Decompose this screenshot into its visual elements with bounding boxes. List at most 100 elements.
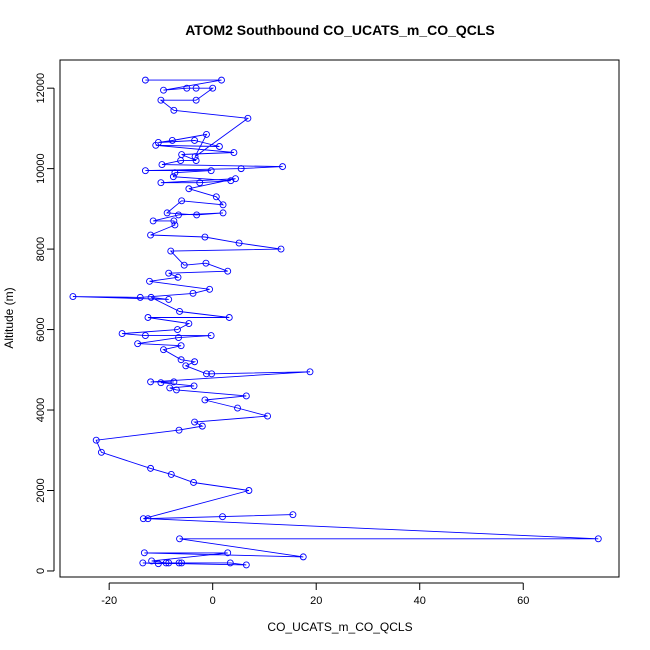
data-point <box>118 330 126 338</box>
data-point <box>162 559 170 567</box>
data-point <box>174 326 181 334</box>
series-line <box>72 79 599 566</box>
data-point <box>171 221 179 229</box>
data-point <box>201 396 209 404</box>
data-point <box>245 487 253 494</box>
data-point <box>230 149 238 156</box>
data-point <box>219 513 226 521</box>
data-point <box>141 167 149 175</box>
data-point <box>203 370 210 378</box>
data-point <box>170 106 178 114</box>
data-point <box>157 96 165 104</box>
data-point <box>147 293 155 301</box>
data-point <box>163 209 171 217</box>
y-tick-label: 8000 <box>35 237 47 261</box>
data-point <box>139 559 147 567</box>
data-point <box>202 259 210 267</box>
data-point <box>191 137 199 144</box>
data-point <box>224 549 232 557</box>
data-point <box>134 340 142 348</box>
data-point <box>167 470 175 478</box>
x-tick-label: 60 <box>517 595 529 607</box>
data-point <box>192 157 200 165</box>
x-tick-label: 0 <box>210 595 216 607</box>
data-point <box>207 167 215 175</box>
data-point <box>594 535 602 543</box>
axes: -20 0 20 40 60 0 2000 4000 6000 8000 10000 12000 <box>35 73 529 607</box>
chart-title: ATOM2 Southbound CO_UCATS_m_CO_QCLS <box>185 22 495 38</box>
y-tick-label: 0 <box>35 568 47 574</box>
data-point <box>198 422 206 430</box>
data-series <box>69 76 602 569</box>
data-point <box>180 261 188 269</box>
data-point <box>244 114 252 122</box>
data-point <box>215 143 223 150</box>
data-point <box>141 76 149 84</box>
y-tick-label: 10000 <box>35 153 47 184</box>
data-point <box>212 193 220 201</box>
y-tick-label: 6000 <box>35 317 47 341</box>
data-point <box>160 86 167 94</box>
data-point <box>190 382 198 390</box>
data-point <box>173 386 180 394</box>
data-point <box>178 559 186 567</box>
data-point <box>289 511 297 519</box>
data-point <box>226 559 234 567</box>
data-point <box>193 211 201 219</box>
data-point <box>192 96 200 104</box>
y-tick-label: 4000 <box>35 398 47 422</box>
data-point <box>299 553 307 561</box>
data-point <box>160 346 167 354</box>
data-point <box>147 378 155 386</box>
data-point <box>140 549 148 557</box>
data-point <box>206 285 214 293</box>
data-point <box>165 269 173 277</box>
x-tick-label: 20 <box>310 595 322 607</box>
data-point <box>158 161 166 169</box>
data-point <box>177 342 185 350</box>
data-point <box>147 464 155 472</box>
data-point <box>218 76 225 84</box>
data-point <box>191 153 199 161</box>
data-point <box>219 201 227 209</box>
data-point <box>170 378 178 386</box>
y-axis-label: Altitude (m) <box>2 287 16 348</box>
data-point <box>157 379 165 387</box>
data-point <box>176 535 184 543</box>
data-point <box>219 209 227 217</box>
data-point <box>182 362 190 370</box>
y-tick-label: 2000 <box>35 478 47 502</box>
data-point <box>154 560 162 568</box>
data-point <box>174 273 182 281</box>
data-point <box>171 169 179 177</box>
data-point <box>165 559 173 567</box>
data-point <box>227 177 235 185</box>
data-point <box>201 233 209 241</box>
data-point <box>166 384 174 392</box>
data-point <box>242 561 250 569</box>
data-point <box>234 404 241 412</box>
data-point <box>264 412 272 420</box>
data-point <box>97 448 105 456</box>
data-point <box>177 157 185 165</box>
data-point <box>191 418 199 426</box>
data-point <box>139 515 147 523</box>
data-point <box>69 293 77 301</box>
data-point <box>203 130 210 138</box>
data-point <box>207 332 215 340</box>
data-point <box>185 320 193 327</box>
data-point <box>235 239 243 247</box>
data-point <box>168 137 176 144</box>
data-point <box>185 185 193 193</box>
data-point <box>190 479 197 486</box>
data-point <box>144 515 152 523</box>
data-point <box>146 277 153 285</box>
data-point <box>144 314 152 321</box>
data-point <box>242 392 250 400</box>
data-point <box>183 84 191 92</box>
x-tick-label: -20 <box>101 595 117 607</box>
data-point <box>141 332 149 340</box>
x-tick-label: 40 <box>414 595 426 607</box>
data-point <box>167 247 175 255</box>
